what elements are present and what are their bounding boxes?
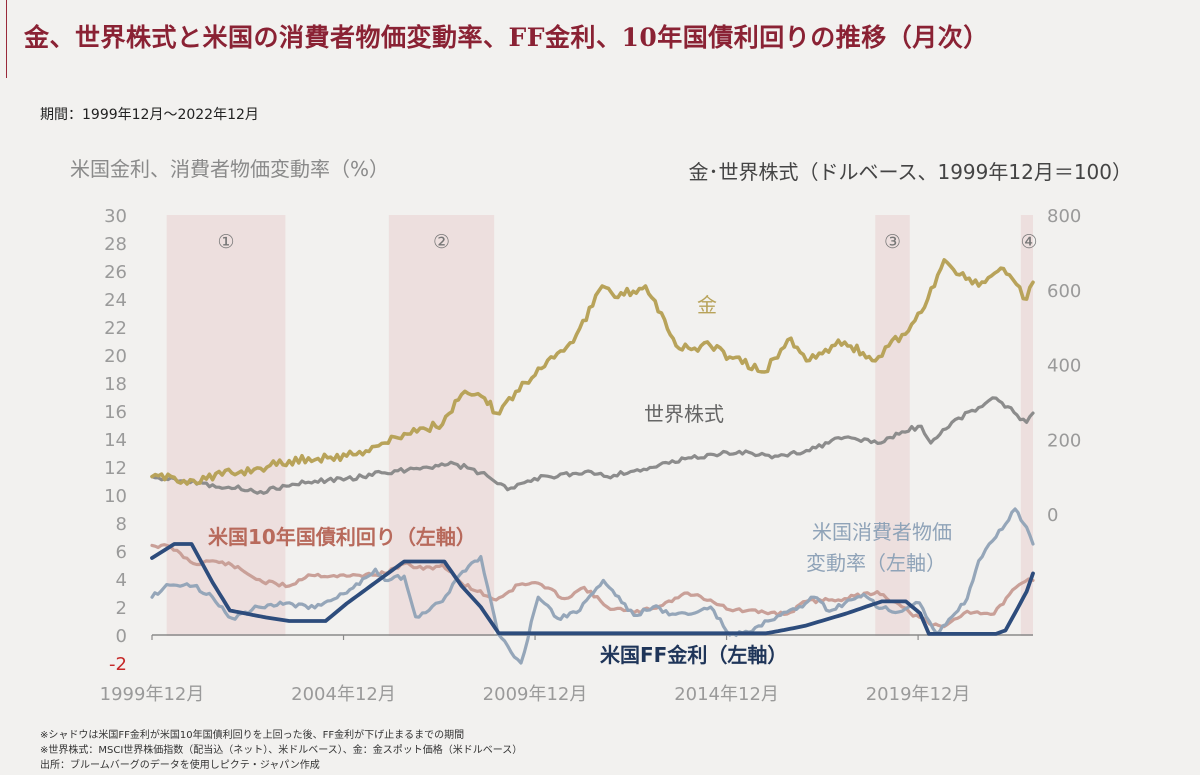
chart-texts: ① ② ③ ④ 米国金利、消費者物価変動率（%） 金･世界株式（ドルベース、1999年12… — [70, 157, 1132, 667]
right-tick-label: 600 — [1047, 281, 1081, 302]
annotation-ff-rate: 米国FF金利（左軸） — [600, 643, 787, 667]
annotation-cpi-line1: 米国消費者物価 — [812, 520, 952, 544]
annotation-cpi-line2: 変動率（左軸） — [806, 551, 946, 575]
title-accent-rule — [6, 0, 7, 78]
left-tick-label: 20 — [104, 346, 127, 367]
shadow-period-4 — [1020, 215, 1033, 636]
left-tick-label: 0 — [116, 626, 127, 647]
left-tick-label: 16 — [104, 402, 127, 423]
right-tick-label: 0 — [1047, 505, 1058, 526]
series-line-treasury-10y — [150, 543, 1035, 629]
left-tick-label: 14 — [104, 430, 127, 451]
left-tick-label: 24 — [104, 290, 127, 311]
left-tick-label: 26 — [104, 262, 127, 283]
left-tick-label: 10 — [104, 486, 127, 507]
right-tick-label: 200 — [1047, 430, 1081, 451]
x-tick-label: 2014年12月 — [674, 684, 779, 705]
left-tick-label: 22 — [104, 318, 127, 339]
shadow-period-1 — [166, 215, 286, 636]
shadow-period-3 — [875, 215, 910, 636]
page-title: 金、世界株式と米国の消費者物価変動率、FF金利、10年国債利回りの推移（月次） — [24, 23, 989, 52]
right-axis-title: 金･世界株式（ドルベース、1999年12月＝100） — [688, 160, 1132, 184]
right-tick-label: 800 — [1047, 206, 1081, 227]
shadow-label-1: ① — [218, 231, 235, 253]
left-tick-label: 6 — [116, 542, 127, 563]
left-tick-label: 28 — [104, 234, 127, 255]
left-tick-label: -2 — [109, 654, 127, 675]
left-tick-label: 2 — [116, 598, 127, 619]
left-tick-label: 12 — [104, 458, 127, 479]
x-tick-label: 2004年12月 — [291, 684, 396, 705]
series-line-gold — [150, 258, 1035, 486]
note-shadow: ※シャドウは米国FF金利が米国10年国債利回りを上回った後、FF金利が下げ止まる… — [40, 730, 465, 741]
x-tick-label: 1999年12月 — [100, 684, 205, 705]
shadow-label-4: ④ — [1020, 231, 1037, 253]
period-label: 期間：1999年12月～2022年12月 — [40, 107, 259, 123]
shadow-label-2: ② — [433, 231, 450, 253]
left-tick-label: 18 — [104, 374, 127, 395]
note-indices: ※世界株式：MSCI世界株価指数（配当込（ネット）、米ドルベース）、金：金スポッ… — [40, 745, 523, 756]
annotation-treasury-10y: 米国10年国債利回り（左軸） — [208, 525, 476, 549]
series-line-ff-rate — [150, 542, 1035, 636]
shadow-label-3: ③ — [884, 231, 901, 253]
series-lines — [150, 258, 1035, 665]
x-tick-label: 2009年12月 — [483, 684, 588, 705]
left-axis-title: 米国金利、消費者物価変動率（%） — [70, 157, 389, 181]
left-tick-label: 8 — [116, 514, 127, 535]
note-source: 出所：ブルームバーグのデータを使用しピクテ・ジャパン作成 — [40, 760, 320, 771]
annotation-gold: 金 — [697, 293, 717, 317]
series-line-world-equity — [150, 396, 1035, 495]
left-tick-label: 4 — [116, 570, 127, 591]
series-line-cpi — [150, 507, 1035, 665]
left-tick-label: 30 — [104, 206, 127, 227]
right-tick-label: 400 — [1047, 356, 1081, 377]
annotation-world-equity: 世界株式 — [644, 402, 724, 426]
x-tick-label: 2019年12月 — [866, 684, 971, 705]
